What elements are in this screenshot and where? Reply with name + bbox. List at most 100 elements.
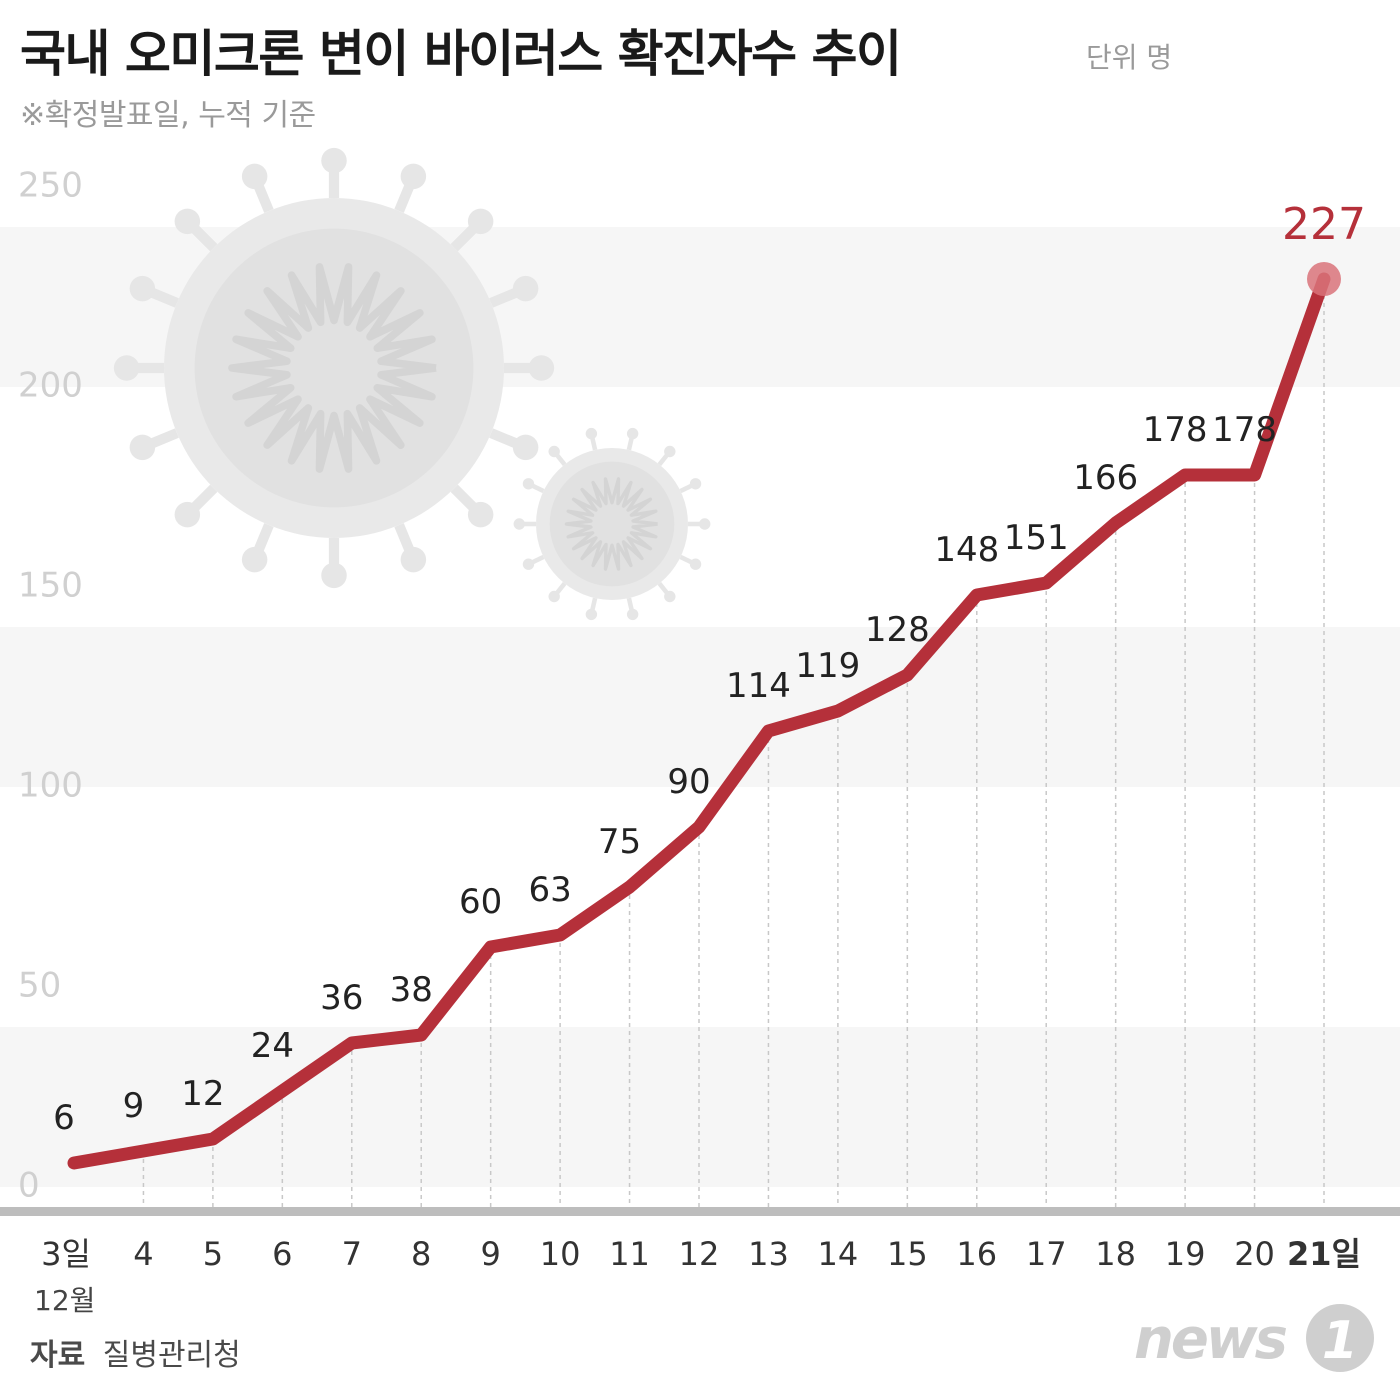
virus-spike-head: [113, 355, 140, 381]
x-tick-label: 17: [1026, 1235, 1067, 1273]
logo-circle: [1306, 1304, 1374, 1372]
news1-logo: news 1: [1134, 1304, 1374, 1372]
source-value: 질병관리청: [102, 1338, 241, 1373]
data-label: 178: [1143, 410, 1208, 450]
y-tick-label: 100: [18, 766, 83, 806]
series-line-path: [67, 272, 1331, 1170]
virus-spike-head: [513, 518, 525, 530]
virus-spike-head: [512, 275, 539, 302]
y-tick-label: 50: [18, 966, 61, 1006]
data-label: 166: [1073, 458, 1138, 498]
virus-spike-head: [129, 434, 156, 461]
x-tick-label: 11: [609, 1235, 650, 1273]
virus-core: [564, 477, 658, 571]
highlight-point: [1307, 262, 1341, 296]
virus-spike-head: [467, 501, 494, 528]
virus-spike-head: [626, 427, 639, 440]
virus-spike-head: [467, 208, 494, 235]
x-tick-label: 12: [679, 1235, 720, 1273]
logo-word: news: [1134, 1307, 1287, 1372]
grid-band: [0, 627, 1400, 787]
x-tick-label: 14: [818, 1235, 859, 1273]
virus-spike-head: [699, 518, 711, 530]
x-tick-label: 8: [411, 1235, 431, 1273]
data-label: 148: [934, 530, 999, 570]
x-tick-label: 13: [748, 1235, 789, 1273]
x-axis-ticks: 3일 4 5 6 7 8 9 10 11 12 13 14 15 16 17 18 19 20 21일: [41, 1235, 1361, 1273]
virus-illustration: [113, 147, 711, 621]
data-label: 12: [181, 1074, 224, 1114]
virus-spike-head: [129, 275, 156, 302]
data-points: [1307, 262, 1341, 296]
virus-spike-head: [321, 147, 347, 174]
x-tick-label: 20: [1234, 1235, 1275, 1273]
data-label: 128: [865, 610, 930, 650]
virus-spike-head: [689, 558, 702, 570]
virus-inner: [194, 228, 474, 508]
virus-spike-head: [400, 163, 427, 190]
virus-spike-head: [241, 163, 268, 190]
virus-small: [513, 427, 711, 621]
virus-spike-head: [512, 434, 539, 461]
y-axis-ticks: 0 50 100 150 200 250: [18, 166, 83, 1206]
y-tick-label: 200: [18, 366, 83, 406]
virus-inner: [549, 461, 675, 587]
virus-spike-head: [664, 445, 676, 458]
data-label: 9: [123, 1086, 145, 1126]
virus-spike-head: [585, 608, 598, 621]
grid-band: [0, 1027, 1400, 1187]
x-tick-label: 5: [203, 1235, 223, 1273]
y-tick-label: 150: [18, 566, 83, 606]
data-label: 151: [1004, 518, 1069, 558]
x-tick-label: 16: [956, 1235, 997, 1273]
data-label: 60: [459, 882, 502, 922]
virus-spike-head: [528, 355, 555, 381]
virus-spike-head: [241, 546, 268, 573]
data-label: 24: [251, 1026, 294, 1066]
chart-title: 국내 오미크론 변이 바이러스 확진자수 추이: [20, 25, 902, 83]
x-tick-label: 10: [540, 1235, 581, 1273]
data-label: 114: [726, 666, 791, 706]
data-label: 178: [1212, 410, 1277, 450]
virus-spike-head: [689, 478, 702, 490]
data-label-highlight: 227: [1282, 199, 1366, 250]
y-tick-label: 250: [18, 166, 83, 206]
x-tick-label: 15: [887, 1235, 928, 1273]
x-tick-label: 19: [1165, 1235, 1206, 1273]
virus-spike-head: [585, 427, 598, 440]
x-axis-baseline: [0, 1207, 1400, 1216]
x-tick-label: 6: [272, 1235, 292, 1273]
x-tick-label: 7: [342, 1235, 362, 1273]
data-label: 63: [528, 870, 571, 910]
x-tick-label: 9: [480, 1235, 500, 1273]
grid-bands: [0, 227, 1400, 1187]
source: 자료 질병관리청: [30, 1330, 241, 1374]
x-tick-label: 4: [133, 1235, 153, 1273]
data-label: 6: [53, 1098, 75, 1138]
virus-spike-head: [522, 558, 535, 570]
data-label: 119: [795, 646, 860, 686]
virus-spike-head: [548, 590, 560, 603]
virus-large: [113, 147, 555, 589]
virus-spike-head: [626, 608, 639, 621]
virus-spike-head: [522, 478, 535, 490]
chart-note: ※확정발표일, 누적 기준: [20, 98, 316, 133]
source-key: 자료: [30, 1338, 86, 1373]
virus-spike-head: [400, 546, 427, 573]
x-tick-label: 21일: [1287, 1235, 1361, 1273]
month-label: 12월: [34, 1284, 95, 1317]
virus-spike-head: [548, 445, 560, 458]
y-tick-label: 0: [18, 1166, 40, 1206]
drop-lines: [142, 279, 1325, 1207]
virus-spike-head: [174, 208, 201, 235]
x-tick-label: 18: [1095, 1235, 1136, 1273]
virus-spike-head: [174, 501, 201, 528]
data-label: 38: [390, 970, 433, 1010]
data-label: 90: [667, 762, 710, 802]
unit-label: 단위 명: [1086, 41, 1173, 74]
virus-core: [228, 263, 437, 473]
virus-spike-head: [664, 590, 676, 603]
data-label: 36: [320, 978, 363, 1018]
